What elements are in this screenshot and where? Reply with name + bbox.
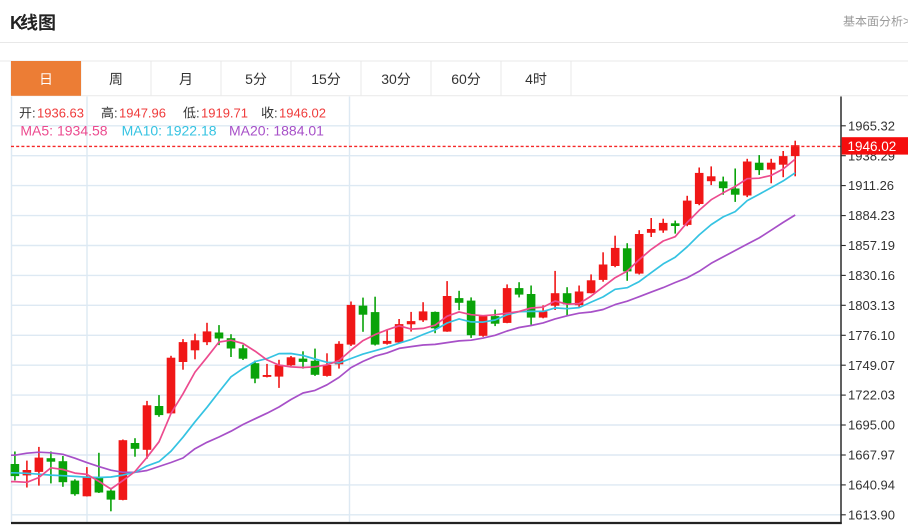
svg-text:1884.23: 1884.23 [848, 208, 895, 223]
svg-text:1749.07: 1749.07 [848, 358, 895, 373]
svg-text:>: > [903, 14, 908, 28]
svg-text:MA5: 1934.58: MA5: 1934.58 [20, 122, 107, 138]
svg-text:1: 1 [311, 71, 319, 87]
svg-text:1613.90: 1613.90 [848, 507, 895, 522]
svg-text::: : [274, 105, 278, 120]
svg-text:1830.16: 1830.16 [848, 268, 895, 283]
svg-text:0: 0 [389, 71, 397, 87]
svg-text:1946.02: 1946.02 [848, 139, 897, 154]
svg-text:1947.96: 1947.96 [119, 105, 166, 120]
svg-text::: : [196, 105, 200, 120]
svg-text:1911.26: 1911.26 [848, 178, 894, 193]
svg-text:K: K [10, 13, 23, 33]
svg-text::: : [114, 105, 118, 120]
svg-text:1857.19: 1857.19 [848, 238, 895, 253]
svg-text:5: 5 [245, 71, 253, 87]
svg-text:1946.02: 1946.02 [279, 105, 326, 120]
svg-text:5: 5 [319, 71, 327, 87]
svg-text:1776.10: 1776.10 [848, 328, 895, 343]
svg-text:4: 4 [525, 71, 533, 87]
svg-text:1640.94: 1640.94 [848, 478, 895, 493]
svg-text:1722.03: 1722.03 [848, 388, 895, 403]
svg-text:1919.71: 1919.71 [201, 105, 248, 120]
svg-text::: : [32, 105, 36, 120]
svg-text:1695.00: 1695.00 [848, 418, 895, 433]
svg-text:MA10: 1922.18: MA10: 1922.18 [122, 122, 217, 138]
svg-text:1965.32: 1965.32 [848, 118, 895, 133]
svg-text:1803.13: 1803.13 [848, 298, 895, 313]
svg-text:0: 0 [459, 71, 467, 87]
svg-text:1667.97: 1667.97 [848, 448, 895, 463]
svg-text:MA20: 1884.01: MA20: 1884.01 [229, 122, 324, 138]
svg-text:3: 3 [381, 71, 389, 87]
svg-text:1936.63: 1936.63 [37, 105, 84, 120]
svg-text:6: 6 [451, 71, 459, 87]
